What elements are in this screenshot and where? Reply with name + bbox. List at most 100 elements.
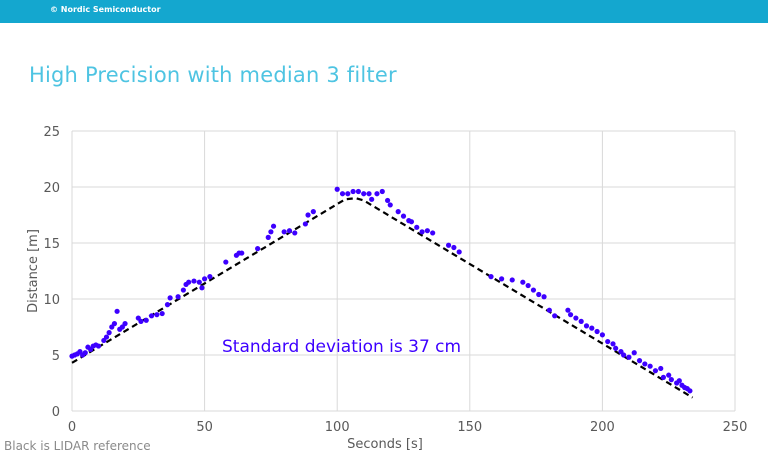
data-point: [573, 315, 579, 321]
top-banner: © Nordic Semiconductor: [0, 0, 768, 23]
data-point: [199, 285, 205, 291]
data-point: [565, 307, 571, 313]
data-point: [408, 219, 415, 225]
y-tick-label: 5: [52, 349, 60, 364]
data-point: [286, 228, 293, 234]
data-point: [167, 295, 173, 301]
data-point: [180, 287, 186, 293]
data-point: [552, 313, 558, 319]
data-point: [281, 229, 287, 235]
data-point: [668, 377, 674, 383]
data-point: [400, 213, 407, 219]
data-point: [350, 188, 356, 195]
data-point: [419, 229, 425, 235]
data-point: [106, 330, 112, 336]
data-point: [143, 317, 149, 323]
data-point: [631, 350, 637, 356]
reference-note: Black is LIDAR reference: [4, 439, 151, 453]
data-point: [567, 312, 574, 318]
data-point: [159, 310, 165, 317]
data-point: [509, 277, 515, 283]
data-point: [379, 188, 385, 195]
data-point: [456, 249, 462, 255]
data-point: [361, 191, 367, 197]
data-point: [95, 343, 102, 349]
data-point: [652, 368, 659, 374]
data-point: [164, 302, 171, 308]
data-point: [366, 191, 372, 197]
data-point: [305, 212, 311, 218]
copyright-text: © Nordic Semiconductor: [50, 5, 161, 14]
annotation-text: Standard deviation is 37 cm: [222, 337, 461, 357]
x-tick-label: 200: [590, 420, 615, 435]
data-point: [334, 186, 340, 192]
data-point: [239, 250, 245, 256]
x-tick-label: 250: [723, 420, 748, 435]
data-point: [374, 191, 380, 197]
data-point: [265, 234, 271, 240]
data-point: [610, 341, 616, 347]
data-point: [520, 279, 526, 285]
x-tick-label: 150: [457, 420, 482, 435]
data-point: [605, 338, 611, 345]
data-point: [599, 332, 606, 338]
data-point: [636, 358, 643, 364]
y-axis-label: Distance [m]: [26, 229, 41, 313]
data-point: [310, 209, 316, 215]
data-point: [186, 279, 192, 285]
y-tick-label: 25: [43, 125, 60, 140]
y-tick-label: 15: [43, 237, 60, 252]
page-title: High Precision with median 3 filter: [29, 63, 397, 87]
data-point: [82, 350, 88, 356]
x-tick-label: 50: [196, 420, 213, 435]
data-point: [578, 318, 584, 324]
x-tick-label: 100: [325, 420, 350, 435]
x-tick-label: 0: [68, 420, 76, 435]
data-point: [148, 313, 155, 319]
data-point: [647, 363, 653, 369]
data-point: [525, 282, 531, 289]
data-point: [122, 321, 128, 327]
data-point: [621, 352, 627, 358]
data-point: [207, 274, 213, 280]
data-point: [103, 334, 110, 340]
data-point: [589, 325, 595, 331]
data-point: [339, 191, 346, 197]
data-point: [530, 287, 537, 293]
data-point: [302, 221, 308, 227]
data-point: [594, 328, 600, 335]
data-point: [138, 318, 144, 324]
data-point: [395, 209, 401, 215]
data-point: [642, 361, 648, 367]
y-tick-label: 20: [43, 181, 60, 196]
data-point: [223, 259, 229, 265]
data-point: [676, 378, 682, 384]
lidar-reference-line: [71, 197, 694, 399]
data-point: [196, 279, 202, 285]
data-point: [355, 188, 362, 195]
data-point: [541, 294, 547, 300]
data-point: [424, 228, 430, 234]
data-point: [191, 278, 197, 284]
data-point: [414, 224, 420, 230]
data-point: [387, 202, 393, 208]
data-point: [613, 345, 619, 351]
data-point: [345, 191, 351, 197]
data-point: [430, 230, 436, 236]
data-point: [175, 294, 181, 300]
data-point: [384, 197, 391, 204]
data-point: [626, 354, 632, 360]
data-point: [488, 274, 494, 280]
data-point: [499, 276, 505, 282]
y-tick-label: 0: [52, 405, 60, 420]
data-point: [687, 388, 693, 394]
data-point: [270, 223, 277, 229]
data-point: [111, 321, 118, 327]
x-axis-label: Seconds [s]: [347, 437, 423, 452]
data-point: [546, 307, 552, 313]
data-point: [666, 372, 672, 378]
y-tick-label: 10: [43, 293, 60, 308]
data-point: [660, 374, 666, 380]
data-point: [658, 365, 664, 372]
